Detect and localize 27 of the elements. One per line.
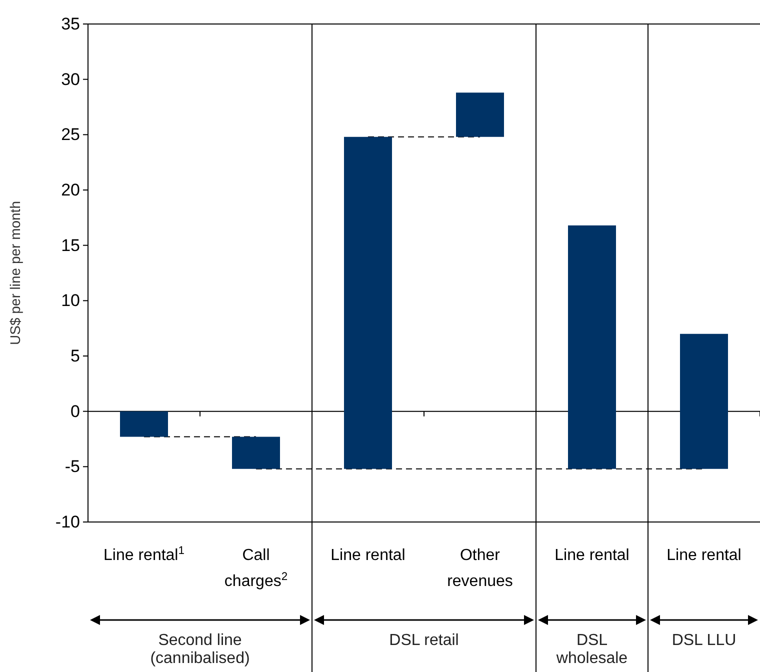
bar xyxy=(344,136,392,469)
x-tick-label: Line rental xyxy=(330,547,406,564)
x-tick-label: Other revenues xyxy=(447,547,513,590)
x-tick-label: Call charges$^{2}$ xyxy=(224,547,288,590)
y-tick-label: 15 xyxy=(61,236,80,255)
bar xyxy=(568,225,616,469)
bar xyxy=(120,411,168,437)
text: DSL wholesale xyxy=(555,632,628,667)
x-tick-label: Line rental xyxy=(666,547,742,564)
y-axis-title: US$ per line per month xyxy=(7,201,23,345)
text: Second line (cannibalised) xyxy=(150,632,250,667)
y-tick-label: 35 xyxy=(61,14,80,34)
y-tick-label: -10 xyxy=(55,512,80,532)
bar xyxy=(232,436,280,469)
y-tick-label: -5 xyxy=(64,457,80,476)
y-tick-label: 20 xyxy=(61,180,80,200)
bar xyxy=(680,334,728,469)
bar xyxy=(456,92,504,137)
y-tick-label: 25 xyxy=(61,125,80,144)
y-tick-label: 10 xyxy=(61,291,80,310)
y-tick-label: 0 xyxy=(70,402,80,421)
text: DSL retail xyxy=(389,632,459,649)
x-tick-label: Line rental$^{1}$ xyxy=(104,545,184,564)
y-tick-label: 30 xyxy=(61,70,80,89)
text: DSL LLU xyxy=(672,632,736,649)
x-tick-label: Line rental xyxy=(554,547,630,564)
y-tick-label: 5 xyxy=(70,346,80,366)
